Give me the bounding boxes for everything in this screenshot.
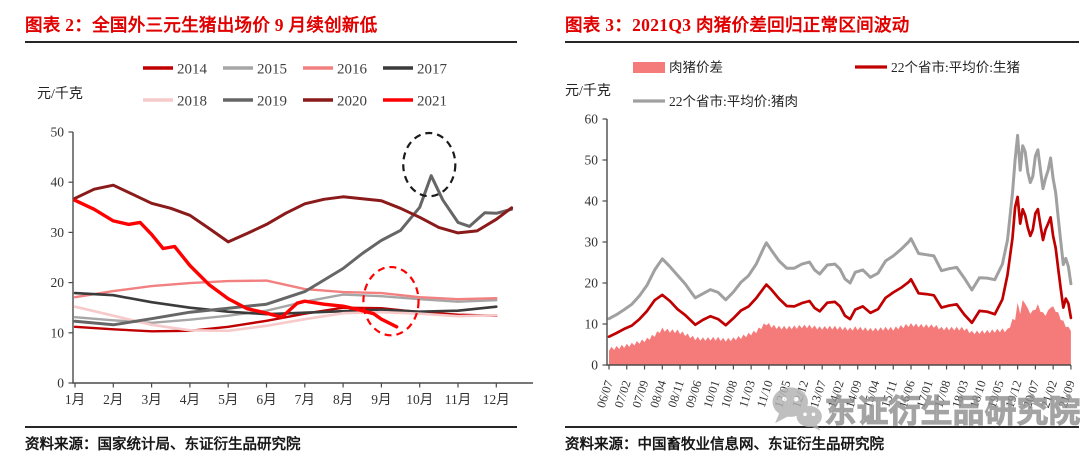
- legend-label-2019: 2019: [257, 94, 287, 110]
- x-tick-label: 12月: [483, 392, 510, 407]
- y-tick-label: 30: [585, 235, 599, 250]
- spread-area: [609, 300, 1071, 365]
- annotation-circle-2019-peak: [402, 131, 457, 198]
- y-tick-label: 50: [585, 153, 599, 168]
- x-tick-label: 9月: [371, 392, 391, 407]
- y-axis-unit: 元/千克: [565, 83, 611, 99]
- series-line-22个省市:平均价:猪肉: [607, 133, 1073, 321]
- y-tick-label: 40: [585, 194, 599, 209]
- figure2-title-rule: [25, 41, 517, 43]
- legend-label-2020: 2020: [337, 94, 367, 110]
- x-tick-label: 6月: [256, 392, 276, 407]
- legend-label-spread: 肉猪价差: [669, 60, 723, 75]
- y-tick-label: 0: [57, 376, 64, 391]
- series-line-2021: [73, 198, 399, 329]
- figure3-bottom-rule: [565, 426, 1079, 428]
- legend-label-pig: 22个省市:平均价:生猪: [891, 59, 1020, 75]
- legend-label-2016: 2016: [337, 62, 368, 78]
- series-line-2020: [73, 183, 514, 244]
- x-tick-label: 10月: [406, 392, 433, 407]
- legend-label-2015: 2015: [257, 62, 287, 78]
- figure2-line-chart: 0 10 20 30 40 50 1月 2月 3月 4月 5月 6月 7月 8月 9月 10月 11月 12月 元/…: [37, 62, 533, 407]
- x-tick-label: 5月: [218, 392, 238, 407]
- legend-label-2017: 2017: [417, 62, 448, 78]
- axes: [72, 132, 533, 384]
- annotation-circle-2021-new-low: [362, 265, 420, 337]
- y-tick-label: 50: [51, 125, 65, 140]
- x-tick-label: 11月: [445, 392, 472, 407]
- y-tick-label: 20: [585, 276, 599, 291]
- figure3-title-rule: [565, 41, 1079, 43]
- series-line-22个省市:平均价:生猪: [607, 195, 1073, 339]
- series-line-2017: [73, 291, 498, 316]
- figure2-source: 资料来源：国家统计局、东证衍生品研究院: [25, 437, 301, 453]
- series-line-2016: [73, 279, 498, 301]
- figure3-source: 资料来源：中国畜牧业信息网、东证衍生品研究院: [565, 437, 884, 453]
- y-tick-label: 0: [591, 358, 598, 373]
- x-tick-label: 7月: [295, 392, 315, 407]
- y-tick-label: 20: [51, 275, 65, 290]
- x-tick-label: 4月: [180, 392, 200, 407]
- legend-label-2021: 2021: [417, 94, 447, 110]
- figure2-bottom-rule: [25, 426, 517, 428]
- x-tick-label: 3月: [141, 392, 161, 407]
- y-axis-unit: 元/千克: [37, 86, 83, 102]
- legend-label-2014: 2014: [177, 62, 208, 78]
- y-tick-label: 30: [51, 225, 65, 240]
- figure3-title: 图表 3：2021Q3 肉猪价差回归正常区间波动: [565, 15, 910, 35]
- legend-swatch-spread: [633, 62, 665, 73]
- series-line-2018: [73, 305, 498, 333]
- x-tick-label: 2月: [103, 392, 123, 407]
- x-tick-label: 1月: [65, 392, 85, 407]
- x-tick-label: 8月: [333, 392, 353, 407]
- y-tick-label: 40: [51, 175, 65, 190]
- legend-label-pork: 22个省市:平均价:猪肉: [669, 93, 798, 109]
- y-tick-label: 60: [585, 112, 599, 127]
- figure3-line-area-chart: 010203040506006/0707/0207/0908/0408/1109…: [565, 59, 1078, 410]
- figure2-title: 图表 2：全国外三元生猪出场价 9 月续创新低: [25, 15, 378, 35]
- y-tick-label: 10: [51, 325, 65, 340]
- legend-label-2018: 2018: [177, 94, 207, 110]
- series-line-2019: [73, 174, 514, 327]
- y-tick-label: 10: [585, 317, 599, 332]
